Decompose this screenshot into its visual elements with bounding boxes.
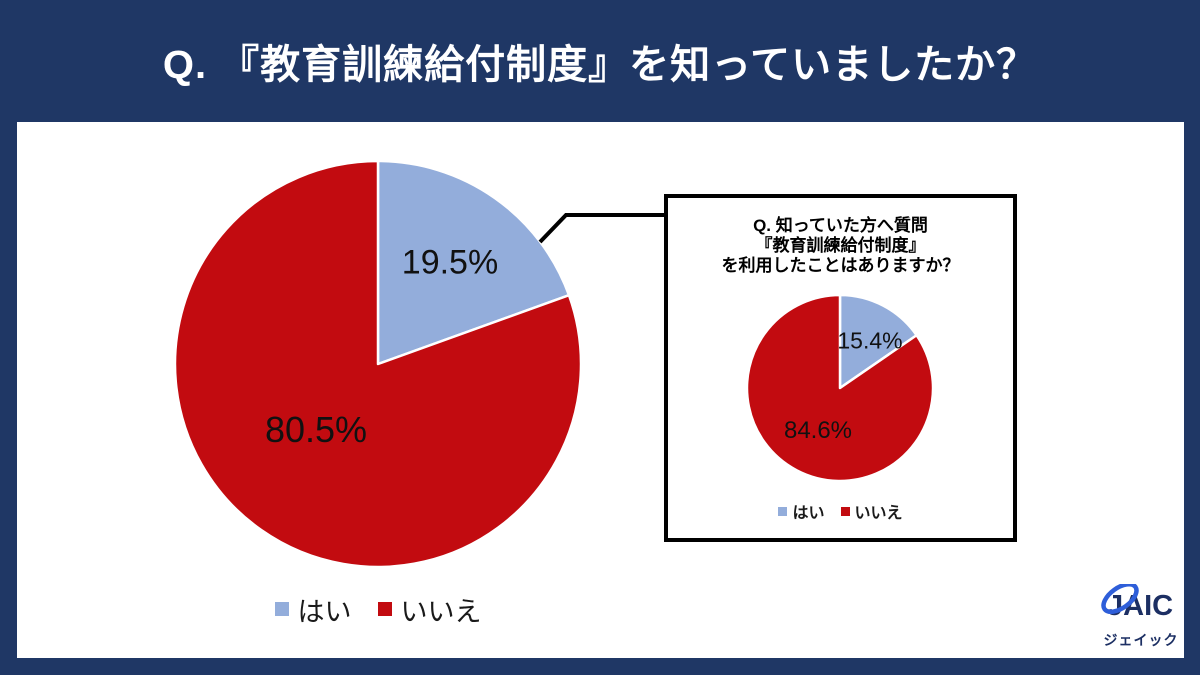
main-pie-value-no: 80.5% <box>264 409 368 450</box>
inset-question: Q. 知っていた方へ質問 『教育訓練給付制度』 を利用したことはありますか？ <box>668 216 1013 276</box>
inset-legend-item-yes: はい <box>778 499 825 523</box>
jaic-logo: JAIC ジェイック <box>1093 581 1189 650</box>
inset-legend-swatch-no <box>840 506 850 516</box>
pie-slice-いいえ <box>745 293 935 483</box>
main-legend-item-no: いいえ <box>377 590 482 629</box>
inset-legend: はい いいえ <box>668 498 1013 524</box>
pie-slice-はい <box>838 293 918 390</box>
content-card: 19.5% 80.5% はい いいえ Q. 知っていた方へ質問 『教育訓練給付制… <box>17 122 1184 658</box>
legend-swatch-yes <box>274 602 289 616</box>
main-legend: はい いいえ <box>172 590 584 629</box>
jaic-logo-text: JAIC <box>1107 590 1173 622</box>
main-legend-item-yes: はい <box>274 590 352 629</box>
inset-legend-item-no: いいえ <box>840 499 903 523</box>
page-title: Q. 『教育訓練給付制度』を知っていましたか？ <box>162 43 1038 87</box>
main-pie-value-yes: 19.5% <box>401 243 499 282</box>
inset-question-line-3: を利用したことはありますか？ <box>721 256 960 275</box>
main-legend-label-no: いいえ <box>400 596 482 627</box>
inset-pie-chart <box>745 293 935 483</box>
inset-question-line-2: 『教育訓練給付制度』 <box>755 236 926 255</box>
pie-slice-はい <box>376 159 571 366</box>
inset-question-line-1: Q. 知っていた方へ質問 <box>753 216 928 235</box>
main-pie-chart <box>173 159 583 569</box>
page-header: Q. 『教育訓練給付制度』を知っていましたか？ <box>0 0 1200 122</box>
legend-swatch-no <box>377 602 392 616</box>
inset-panel: Q. 知っていた方へ質問 『教育訓練給付制度』 を利用したことはありますか？ 1… <box>664 194 1017 542</box>
jaic-logo-mark: JAIC <box>1101 581 1173 622</box>
jaic-logo-subtext: ジェイック <box>1103 632 1179 648</box>
inset-pie-value-no: 84.6% <box>783 417 853 444</box>
inset-legend-label-yes: はい <box>792 505 825 522</box>
inset-legend-swatch-yes <box>778 506 788 516</box>
inset-legend-label-no: いいえ <box>854 505 903 522</box>
jaic-logo-loop <box>1101 581 1139 615</box>
pie-slice-いいえ <box>173 159 583 569</box>
main-legend-label-yes: はい <box>297 596 352 627</box>
inset-pie-value-yes: 15.4% <box>837 327 903 354</box>
